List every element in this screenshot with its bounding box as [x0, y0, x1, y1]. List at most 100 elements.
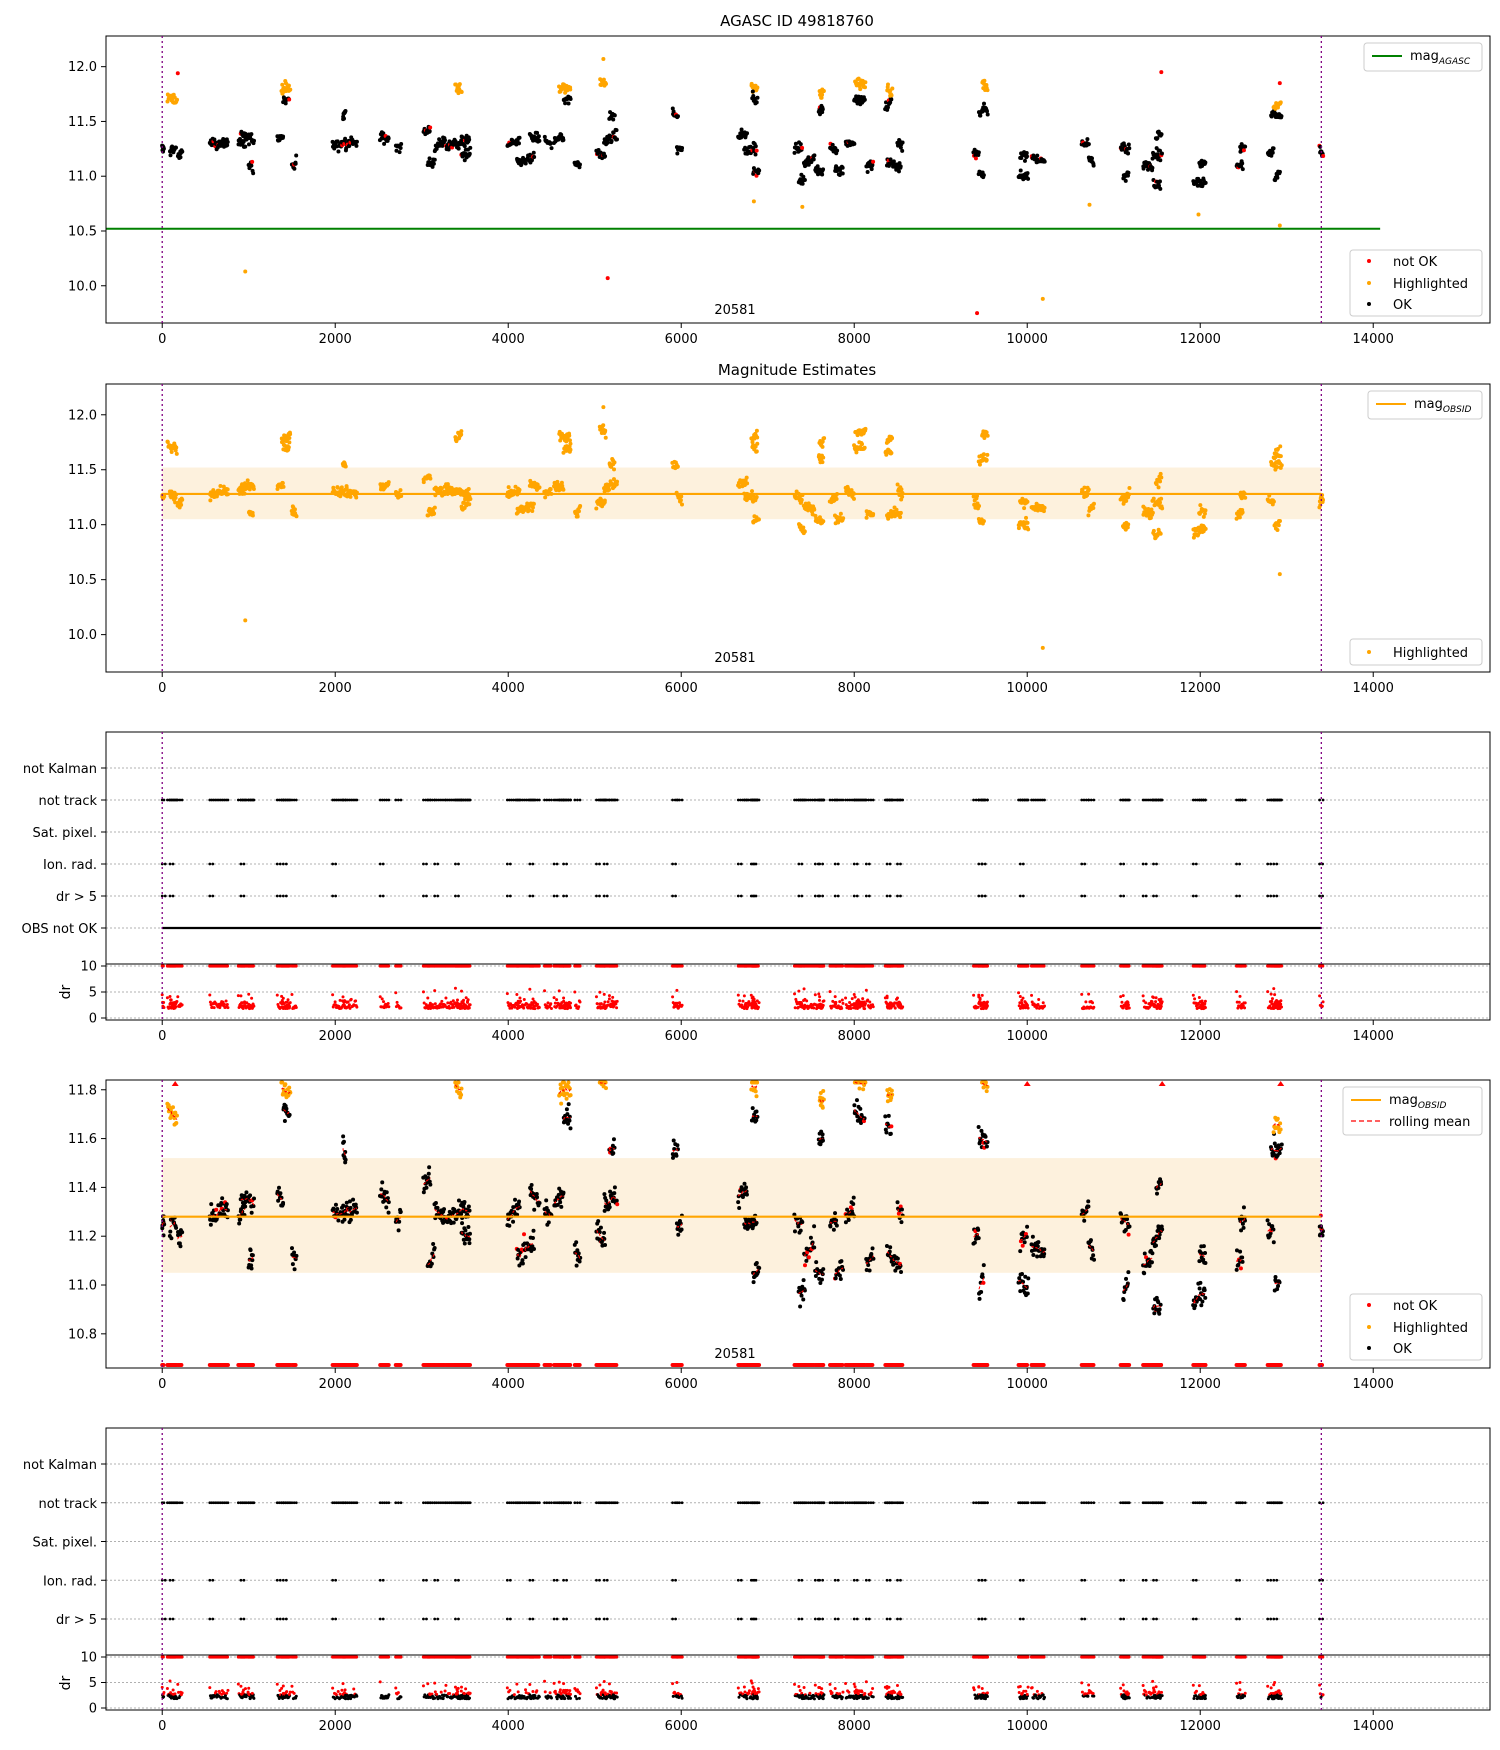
p1-obs21-pt16 [468, 145, 473, 150]
p2-obs60-pt9 [985, 433, 990, 438]
p1-outlier-8 [751, 199, 756, 204]
p3-flag-4-o20-b [457, 894, 460, 898]
p3-flag-3-o10-b [284, 862, 288, 866]
p2-obs29-pt7 [576, 509, 581, 514]
p3-flag-1-o56-2 [901, 798, 905, 802]
p2-ytick-label-4: 12.0 [68, 408, 97, 423]
p3-flag-3-o78-a [1272, 862, 1276, 866]
p2-obs19-pt43 [466, 487, 471, 492]
legend-agasc-points: not OK Highlighted OK [1349, 249, 1483, 317]
p3-flag-label-0: not Kalman [23, 762, 97, 777]
p2-obs32-pt24 [615, 479, 620, 484]
p1-obs2-pt11 [174, 145, 179, 150]
p3-flag-4-o54-a [885, 894, 889, 898]
p2-obs61-pt16 [1025, 520, 1030, 525]
p1-obs58-pt9 [981, 173, 986, 178]
p2-obs79-pt5 [1275, 527, 1280, 532]
p3-flag-1-o40-3 [757, 798, 761, 802]
p3-dr-pt-40-9 [757, 1001, 761, 1005]
p1-ytick-label-2: 11.0 [68, 170, 97, 185]
p1-obs32-pt6 [605, 140, 610, 145]
p1-obs63-pt11 [1035, 153, 1040, 158]
p1-obs42-pt11 [802, 178, 807, 183]
p3-dr-pt-15-2 [395, 1000, 399, 1004]
p3-flag-3-o30-b [598, 862, 601, 866]
p2-obs21-pt14 [467, 502, 472, 507]
p3-flag-4-o70-a [1152, 894, 1155, 898]
p3-dr-pt-48-11 [840, 998, 844, 1002]
p3-dr-pt-1-0 [165, 996, 169, 1000]
p3-flag-3-o70-a [1152, 862, 1155, 866]
p3-flag-1-o33-1 [610, 798, 614, 802]
p1-obs41-pt14 [800, 145, 805, 150]
p2-obs35-pt7 [678, 498, 683, 503]
p3-flag-1-o75-2 [1243, 798, 1247, 802]
p1-xtick-label-6: 12000 [1180, 332, 1221, 347]
p2-obs77-pt11 [1275, 464, 1280, 469]
p3-xtick-label-3: 6000 [665, 1029, 698, 1044]
p3-dr-pt-12-0 [331, 993, 335, 997]
p1-obs46-pt5 [820, 92, 825, 97]
p2-obs31-pt10 [603, 428, 608, 433]
p3-dr-pt-2-0 [168, 995, 172, 999]
p1-obs55-pt26 [898, 164, 903, 169]
p1-obs63-pt24 [1042, 159, 1047, 164]
p1-obs37-pt22 [754, 148, 759, 153]
p1-obs17-pt3 [427, 156, 432, 161]
p2-obs65-pt9 [1091, 501, 1096, 506]
p1-obs77-pt19 [1279, 114, 1284, 119]
p3-flag-4-o74-b [1238, 894, 1241, 898]
p3-dr-top-196 [468, 964, 472, 968]
p3-dr-pt-47-0 [828, 990, 832, 994]
p3-flag-4-o28-a [562, 894, 565, 898]
p3-dr-pt-24-5 [531, 997, 535, 1001]
p3-flag-4-o74-a [1235, 894, 1238, 898]
p3-flag-1-o13-0 [341, 798, 345, 802]
p3-dr-pt-32-6 [606, 1000, 610, 1004]
p3-flag-3-o64-a [1080, 862, 1084, 866]
p3-dr-pt-24-0 [528, 987, 532, 991]
p1-obs15-pt7 [397, 150, 402, 155]
p3-dr-pt-41-1 [793, 1006, 797, 1010]
p1-obs45-pt9 [820, 107, 825, 112]
p1-obs12-pt24 [343, 136, 348, 141]
p3-dr-top-86 [286, 964, 291, 968]
p2-obs52-pt12 [871, 512, 876, 517]
p3-dr-pt-72-0 [1191, 993, 1195, 997]
p2-obs48-pt10 [838, 511, 843, 516]
p1-obs14-pt7 [382, 141, 387, 146]
p2-obs24-pt17 [537, 485, 542, 490]
p3-dr-pt-5-0 [236, 994, 240, 998]
p3-flag-label-1: not track [38, 794, 97, 809]
p2-obs37-pt14 [749, 489, 754, 494]
panel-magnitude-obsid-label: 20581 [714, 651, 755, 666]
p1-obs65-pt9 [1091, 163, 1096, 168]
p3-dr-pt-43-4 [805, 999, 809, 1003]
p1-obs5-pt3 [237, 136, 242, 141]
p3-flag-1-o10-3 [287, 798, 291, 802]
p1-obs60-pt9 [985, 88, 990, 93]
p3-dr-pt-36-7 [741, 999, 745, 1003]
p2-obs44-pt14 [821, 519, 826, 524]
p3-flag-4-o12-b [334, 894, 338, 898]
p3-dr-pt-55-13 [893, 1006, 897, 1010]
p1-obs59-pt3 [978, 113, 983, 118]
p1-obs6-pt19 [249, 132, 254, 137]
p3-dr-pt-35-8 [680, 1003, 684, 1007]
p1-obs11-pt5 [292, 166, 297, 171]
p3-dr-pt-46-6 [822, 999, 826, 1003]
p2-obs52-pt0 [864, 515, 869, 520]
p3-flag-4-o56-b [899, 894, 902, 898]
p1-obs22-pt21 [516, 141, 521, 146]
p1-obs4-pt9 [212, 137, 217, 142]
p3-xtick-label-7: 14000 [1353, 1029, 1394, 1044]
p3-dr-pt-80-5 [1321, 1000, 1325, 1004]
p3-xtick-label-2: 4000 [492, 1029, 525, 1044]
p2-obs38-pt10 [754, 428, 759, 433]
p3-flag-1-o33-0 [608, 798, 611, 802]
p2-obs69-pt13 [1158, 500, 1163, 505]
p1-obs66-pt16 [1127, 146, 1132, 151]
p3-flag-4-o8-a [275, 894, 279, 898]
p1-xtick-label-3: 6000 [665, 332, 698, 347]
p1-outlier-5 [1159, 70, 1164, 75]
